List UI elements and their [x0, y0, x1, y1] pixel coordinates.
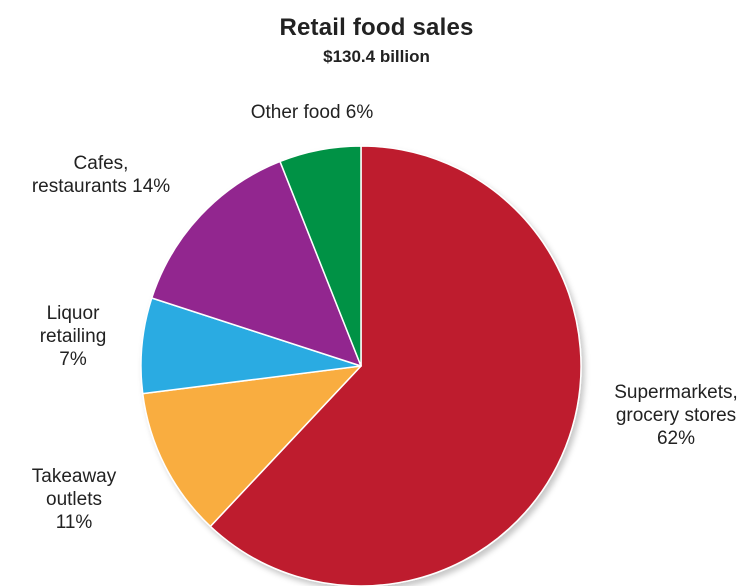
slice-other-food [279, 145, 362, 367]
slice-label-liquor-retailing: Liquor retailing 7% [39, 303, 107, 370]
slice-label-takeaway-outlets: Takeaway outlets 11% [31, 466, 117, 533]
slice-cafes-restaurants [151, 160, 362, 367]
chart-subtitle: $130.4 billion [323, 47, 430, 66]
slice-label-other-food: Other food 6% [250, 102, 374, 123]
slice-takeaway-outlets [141, 365, 362, 528]
chart-title: Retail food sales [279, 14, 474, 41]
slice-label-cafes-restaurants: Cafes, restaurants 14% [31, 153, 171, 197]
slice-label-supermarkets: Supermarkets, grocery stores 62% [614, 382, 738, 449]
slice-supermarkets [209, 145, 582, 586]
